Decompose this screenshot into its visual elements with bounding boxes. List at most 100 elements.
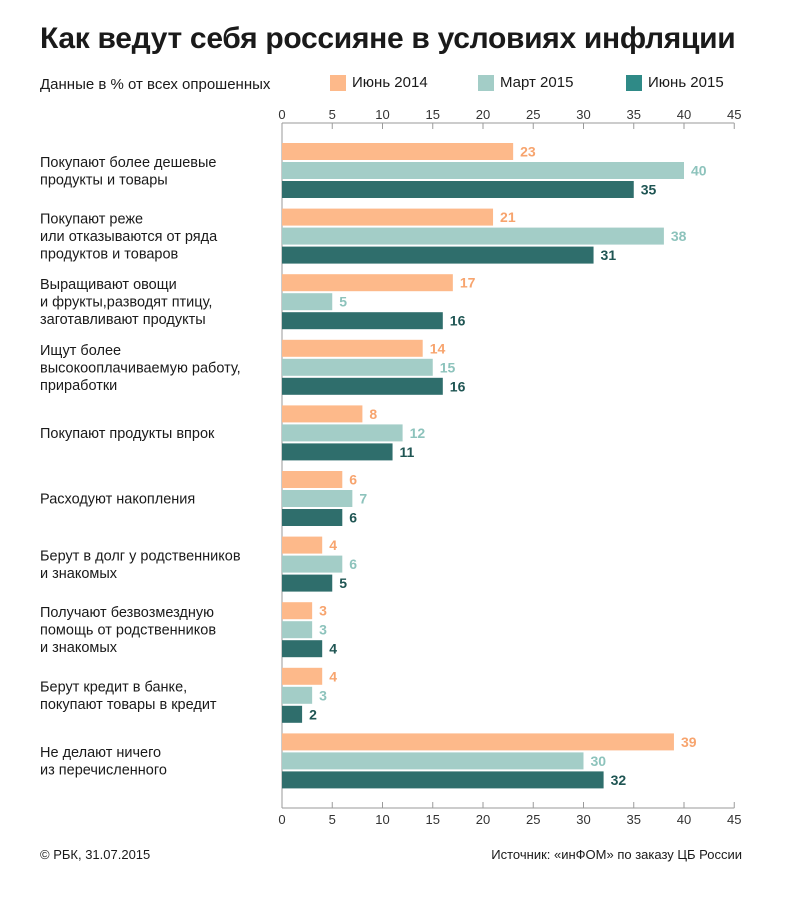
bar-value-label: 5 bbox=[339, 575, 347, 591]
x-tick-label-bottom: 20 bbox=[476, 812, 490, 827]
bar bbox=[282, 686, 313, 704]
category-label: приработки bbox=[40, 378, 117, 394]
x-tick-label-bottom: 45 bbox=[727, 812, 741, 827]
x-tick-label-bottom: 25 bbox=[526, 812, 540, 827]
bar-value-label: 3 bbox=[319, 687, 327, 703]
bar-value-label: 16 bbox=[450, 378, 466, 394]
x-tick-label-bottom: 10 bbox=[375, 812, 389, 827]
footer-source: Источник: «инФОМ» по заказу ЦБ России bbox=[491, 847, 742, 862]
legend-item-june-2014: Июнь 2014 bbox=[330, 74, 428, 91]
bar bbox=[282, 509, 343, 526]
x-tick-label-top: 15 bbox=[426, 107, 440, 122]
bar bbox=[282, 555, 343, 573]
bar-value-label: 23 bbox=[520, 144, 536, 160]
bar-value-label: 8 bbox=[369, 406, 377, 422]
x-tick-label-top: 45 bbox=[727, 107, 741, 122]
bar-value-label: 6 bbox=[349, 472, 357, 488]
bar bbox=[282, 181, 634, 198]
bar bbox=[282, 771, 604, 789]
category-label: покупают товары в кредит bbox=[40, 697, 217, 713]
bar-value-label: 40 bbox=[691, 163, 707, 179]
bar-value-label: 12 bbox=[410, 425, 426, 441]
bar bbox=[282, 405, 363, 423]
bar bbox=[282, 705, 303, 723]
bar bbox=[282, 471, 343, 488]
category-label: Ищут более bbox=[40, 343, 121, 359]
legend-label: Март 2015 bbox=[500, 74, 574, 91]
bar bbox=[282, 377, 443, 395]
bar bbox=[282, 733, 674, 751]
x-tick-label-bottom: 0 bbox=[278, 812, 285, 827]
bar bbox=[282, 312, 443, 330]
x-tick-label-bottom: 5 bbox=[329, 812, 336, 827]
x-tick-label-top: 10 bbox=[375, 107, 389, 122]
bar bbox=[282, 602, 313, 620]
bar-value-label: 31 bbox=[601, 247, 617, 263]
bar-value-label: 4 bbox=[329, 537, 337, 553]
x-tick-label-top: 35 bbox=[627, 107, 641, 122]
category-label: Покупают продукты впрок bbox=[40, 426, 215, 442]
bar bbox=[282, 574, 333, 592]
bar bbox=[282, 339, 423, 357]
bar-value-label: 7 bbox=[359, 491, 367, 507]
x-tick-label-top: 40 bbox=[677, 107, 691, 122]
bar bbox=[282, 640, 323, 658]
legend-label: Июнь 2014 bbox=[352, 74, 428, 91]
bar-value-label: 4 bbox=[329, 641, 337, 657]
x-tick-label-top: 30 bbox=[576, 107, 590, 122]
legend-swatch-icon bbox=[626, 74, 642, 91]
bar bbox=[282, 490, 353, 507]
category-label: продукты и товары bbox=[40, 172, 168, 188]
bar-value-label: 6 bbox=[349, 556, 357, 572]
bar-value-label: 11 bbox=[400, 444, 415, 460]
category-label: Расходуют накопления bbox=[40, 492, 195, 508]
bar-value-label: 16 bbox=[450, 313, 466, 329]
bar-value-label: 15 bbox=[440, 359, 456, 375]
category-label: помощь от родственников bbox=[40, 623, 216, 639]
bar-value-label: 17 bbox=[460, 275, 476, 291]
bar-value-label: 14 bbox=[430, 340, 446, 356]
bar bbox=[282, 274, 453, 292]
bar-value-label: 32 bbox=[611, 772, 627, 788]
bar bbox=[282, 143, 514, 160]
category-label: Покупают более дешевые bbox=[40, 155, 216, 171]
bar bbox=[282, 293, 333, 311]
footer-copyright: © РБК, 31.07.2015 bbox=[40, 847, 151, 862]
bar bbox=[282, 162, 684, 179]
x-tick-label-top: 25 bbox=[526, 107, 540, 122]
bar bbox=[282, 752, 584, 770]
bar bbox=[282, 667, 323, 685]
bar-value-label: 30 bbox=[591, 753, 607, 769]
category-label: Выращивают овощи bbox=[40, 277, 177, 293]
bar bbox=[282, 227, 664, 245]
bar-value-label: 35 bbox=[641, 182, 657, 198]
x-tick-label-bottom: 30 bbox=[576, 812, 590, 827]
x-tick-label-top: 5 bbox=[329, 107, 336, 122]
category-label: и фрукты,разводят птицу, bbox=[40, 295, 212, 311]
category-label: высокооплачиваемую работу, bbox=[40, 360, 241, 376]
chart-subtitle: Данные в % от всех опрошенных bbox=[40, 76, 271, 93]
category-label: Не делают ничего bbox=[40, 745, 161, 761]
legend-item-june-2015: Июнь 2015 bbox=[626, 74, 724, 91]
category-label: продуктов и товаров bbox=[40, 247, 179, 263]
category-label: заготавливают продукты bbox=[40, 312, 206, 328]
chart-title: Как ведут себя россияне в условиях инфля… bbox=[40, 22, 736, 55]
category-label: и знакомых bbox=[40, 566, 118, 582]
legend-label: Июнь 2015 bbox=[648, 74, 724, 91]
legend-swatch-icon bbox=[478, 74, 494, 91]
category-label: Берут кредит в банке, bbox=[40, 680, 187, 696]
bar-value-label: 39 bbox=[681, 734, 697, 750]
bar-value-label: 38 bbox=[671, 228, 687, 244]
x-tick-label-bottom: 35 bbox=[627, 812, 641, 827]
bar-value-label: 3 bbox=[319, 603, 327, 619]
x-tick-label-top: 0 bbox=[278, 107, 285, 122]
category-label: и знакомых bbox=[40, 640, 118, 656]
bar bbox=[282, 424, 403, 442]
category-label: Получают безвозмездную bbox=[40, 605, 214, 621]
x-tick-label-top: 20 bbox=[476, 107, 490, 122]
bar-value-label: 4 bbox=[329, 668, 337, 684]
x-tick-label-bottom: 15 bbox=[426, 812, 440, 827]
bar-value-label: 2 bbox=[309, 706, 317, 722]
legend-item-march-2015: Март 2015 bbox=[478, 74, 573, 91]
